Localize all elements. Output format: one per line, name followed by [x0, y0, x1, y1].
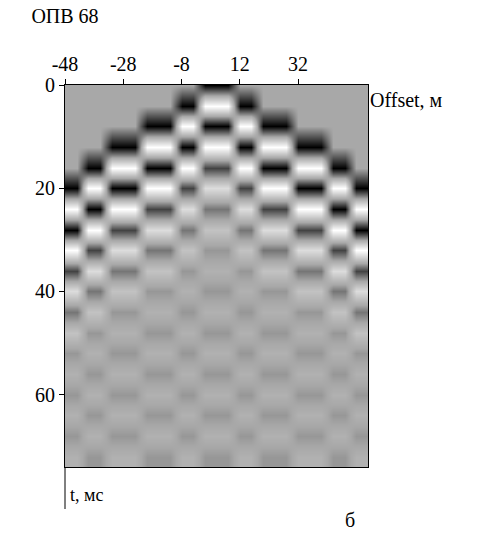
svg-text:-48: -48	[52, 53, 79, 75]
svg-text:Offset, м: Offset, м	[370, 89, 443, 111]
svg-text:-28: -28	[110, 53, 137, 75]
svg-text:t, мс: t, мс	[70, 485, 103, 505]
svg-text:12: 12	[230, 53, 250, 75]
svg-text:ОПВ 68: ОПВ 68	[31, 5, 98, 27]
svg-text:20: 20	[35, 177, 55, 199]
svg-text:60: 60	[35, 384, 55, 406]
svg-text:40: 40	[35, 280, 55, 302]
svg-text:б: б	[345, 509, 355, 531]
svg-text:0: 0	[45, 74, 55, 96]
svg-text:32: 32	[288, 53, 308, 75]
svg-text:-8: -8	[173, 53, 190, 75]
